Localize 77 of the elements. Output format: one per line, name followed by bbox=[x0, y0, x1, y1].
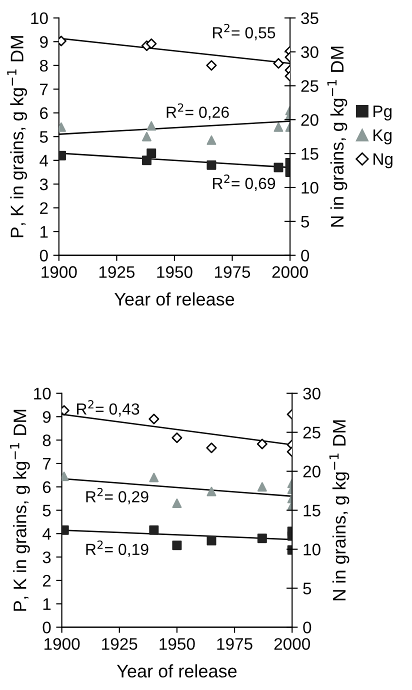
point bbox=[206, 160, 216, 170]
point bbox=[206, 536, 216, 546]
point bbox=[172, 540, 182, 550]
y-tick-label: 10 bbox=[31, 12, 48, 24]
y-tick-label: 10 bbox=[34, 388, 51, 400]
y2-axis-title: N in grains, g kg$^{−1}$ DM bbox=[329, 420, 350, 600]
y-tick-label: 3 bbox=[40, 178, 48, 190]
y-tick-label: 4 bbox=[40, 154, 48, 166]
x-tick-label: 1925 bbox=[102, 638, 138, 650]
y-tick-label: 0 bbox=[42, 622, 51, 634]
y2-tick-label: 0 bbox=[303, 622, 312, 634]
y2-tick-label: 20 bbox=[301, 114, 318, 126]
point bbox=[58, 122, 66, 132]
point bbox=[149, 525, 159, 535]
y2-tick-label: 5 bbox=[303, 582, 312, 594]
y-axis-title: P, K in grains, g kg$^{−1}$ DM bbox=[10, 410, 30, 611]
annotation: R$^{2}$= 0,43 bbox=[77, 400, 140, 417]
annotation: R$^{2}$= 0,55 bbox=[213, 24, 276, 40]
y2-tick-label: 30 bbox=[303, 388, 320, 400]
y-tick-label: 8 bbox=[40, 60, 48, 72]
x-tick-label: 1900 bbox=[44, 638, 80, 650]
y2-tick-label: 5 bbox=[301, 216, 310, 228]
x-tick-label: 2000 bbox=[274, 638, 310, 650]
x-tick-label: 1975 bbox=[217, 638, 252, 650]
y2-tick-label: 20 bbox=[303, 466, 320, 478]
y-tick-label: 2 bbox=[40, 202, 48, 214]
y-tick-label: 1 bbox=[40, 226, 48, 238]
y-tick-label: 3 bbox=[42, 551, 51, 564]
y2-tick-label: 10 bbox=[302, 182, 318, 194]
y2-tick-label: 15 bbox=[304, 504, 320, 516]
y-tick-label: 9 bbox=[40, 36, 48, 48]
y-tick-label: 1 bbox=[43, 598, 51, 610]
legend-label: Kg bbox=[374, 129, 392, 144]
y-tick-label: 7 bbox=[42, 458, 51, 470]
y-tick-label: 8 bbox=[42, 434, 51, 446]
point bbox=[148, 414, 160, 424]
x-axis-title: Year of release bbox=[116, 664, 237, 678]
y-axis-title: P, K in grains, g kg$^{−1}$ DM bbox=[7, 36, 28, 238]
y2-tick-label: 0 bbox=[301, 250, 310, 262]
point bbox=[206, 135, 216, 145]
point bbox=[146, 148, 156, 158]
point bbox=[142, 132, 152, 142]
x-tick-label: 1950 bbox=[157, 266, 192, 278]
legend-label: Ng bbox=[374, 153, 392, 168]
y-tick-label: 2 bbox=[42, 574, 51, 586]
x-tick-label: 1975 bbox=[215, 266, 250, 278]
point bbox=[58, 36, 67, 46]
y-tick-label: 0 bbox=[40, 250, 48, 262]
y2-tick-label: 25 bbox=[303, 426, 320, 438]
x-tick-label: 1925 bbox=[99, 266, 135, 278]
y-tick-label: 9 bbox=[42, 411, 51, 423]
point bbox=[62, 525, 69, 535]
y2-tick-label: 15 bbox=[302, 148, 318, 160]
y-tick-label: 7 bbox=[40, 84, 48, 96]
y-tick-label: 6 bbox=[42, 481, 51, 494]
annotation: R$^{2}$= 0,26 bbox=[166, 103, 229, 120]
y-tick-label: 6 bbox=[40, 107, 48, 120]
y2-tick-label: 10 bbox=[304, 544, 320, 556]
y-tick-label: 4 bbox=[42, 528, 51, 540]
point bbox=[62, 472, 69, 482]
x-tick-label: 1950 bbox=[160, 638, 195, 650]
x-tick-label: 2000 bbox=[272, 266, 308, 278]
x-axis-title: Year of release bbox=[114, 292, 234, 306]
point bbox=[206, 442, 217, 454]
legend-label: Pg bbox=[374, 106, 392, 121]
point bbox=[172, 432, 182, 444]
y-tick-label: 5 bbox=[42, 504, 51, 516]
annotation: R$^{2}$= 0,19 bbox=[86, 540, 148, 557]
y2-axis-title: N in grains, g kg$^{−1}$ DM bbox=[327, 46, 348, 227]
y2-tick-label: 25 bbox=[301, 80, 318, 92]
y-tick-label: 5 bbox=[40, 131, 48, 143]
y2-tick-label: 30 bbox=[301, 46, 318, 58]
point bbox=[146, 121, 156, 131]
x-tick-label: 1900 bbox=[42, 266, 77, 278]
annotation: R$^{2}$= 0,29 bbox=[86, 488, 148, 504]
annotation: R$^{2}$= 0,69 bbox=[213, 174, 276, 192]
y2-tick-label: 35 bbox=[301, 12, 318, 24]
